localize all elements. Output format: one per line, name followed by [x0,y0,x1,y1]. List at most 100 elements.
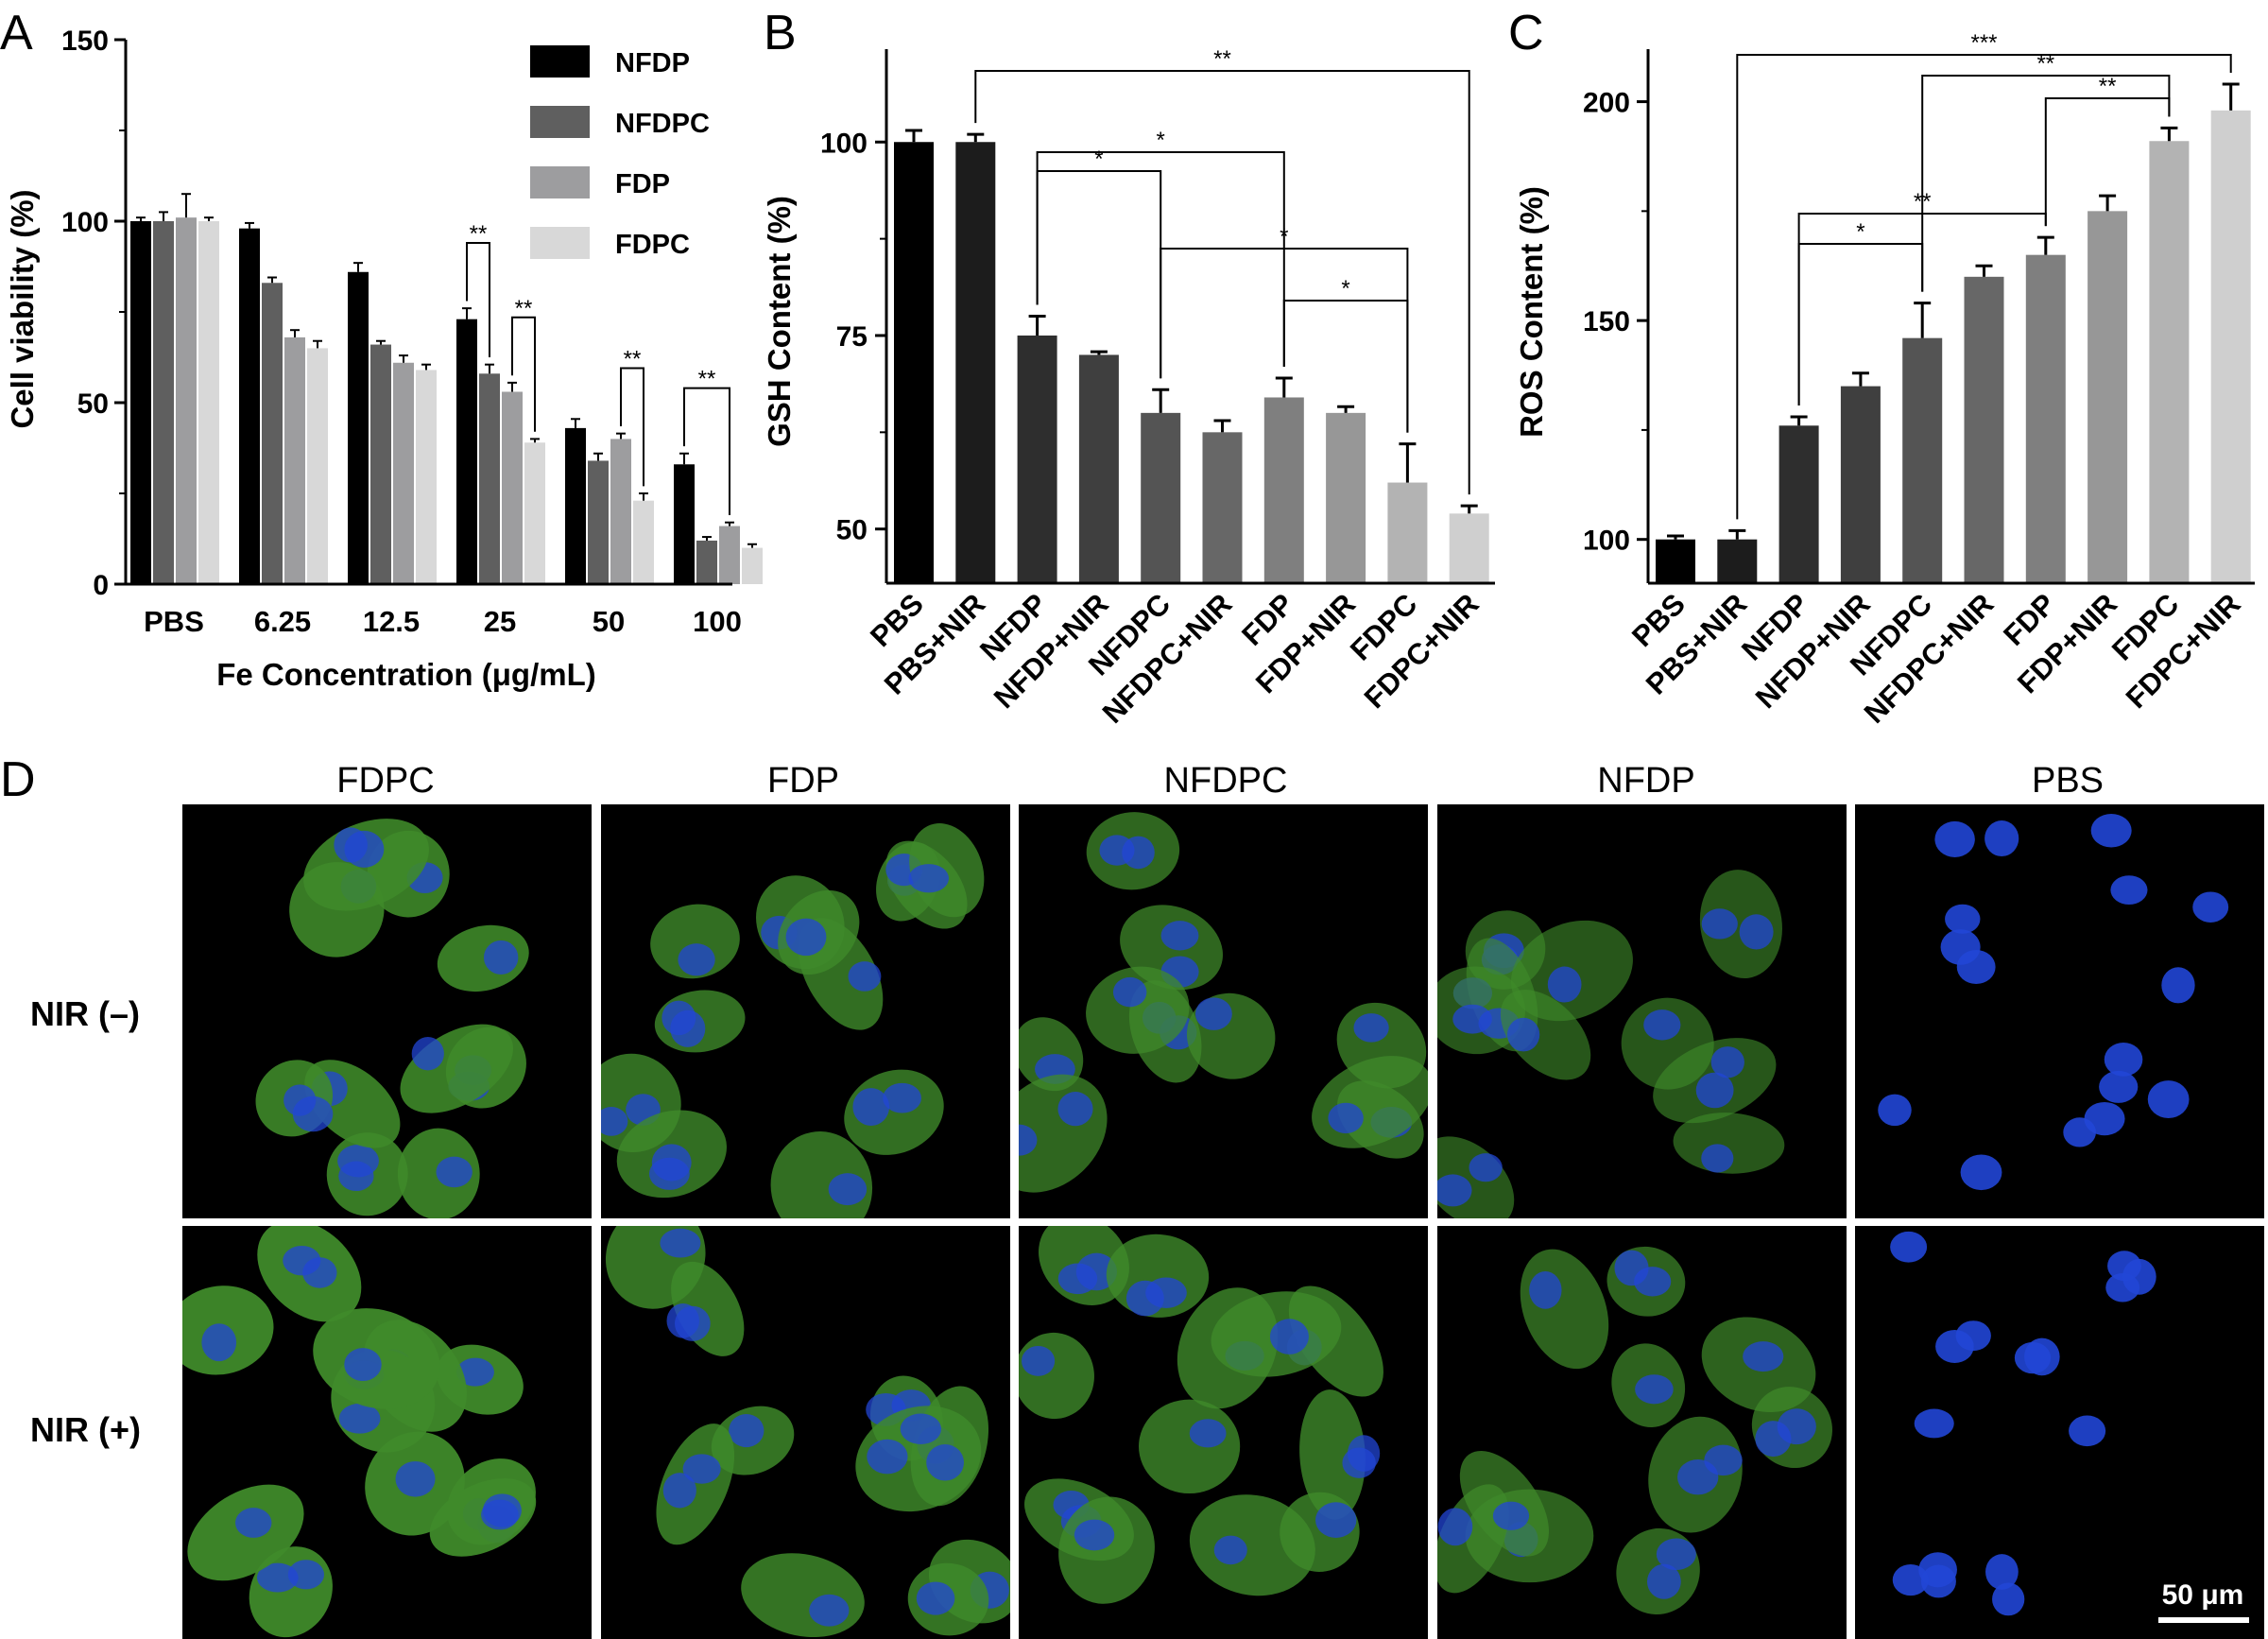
cell-nucleus [1269,1319,1309,1354]
bar-fdp-50 [610,439,631,584]
cell-nucleus [675,1305,711,1341]
cell-nucleus [900,1413,942,1444]
bar-nfdpc [1902,337,1943,583]
cell-nucleus [852,1088,890,1127]
column-title-fdp: FDP [767,761,839,801]
y-tick-label: 50 [77,388,109,420]
y-tick-label: 150 [1583,306,1630,337]
legend-swatch-nfdpc [530,106,590,138]
y-tick-label: 0 [93,570,109,601]
bar-fdpc-12.5 [416,370,437,584]
cell-nucleus [1145,1277,1187,1308]
cell-nucleus [1189,1419,1227,1448]
cell-nucleus [283,1245,321,1276]
bar-nfdpc-50 [588,460,609,584]
legend-label-nfdp: NFDP [615,48,690,78]
cell-nucleus [601,1107,628,1136]
bar-pbs-nir [1717,539,1758,583]
cell-nucleus [1960,1154,2002,1191]
cell-nucleus [1914,1408,1954,1439]
legend-label-fdp: FDP [615,169,670,199]
cell-nucleus [1878,1094,1912,1127]
cell-nucleus [1075,1252,1118,1291]
bar-nfdpc-12.5 [370,344,391,584]
significance-bracket [2044,97,2171,227]
cell-nucleus [1710,1046,1744,1078]
y-tick-label: 150 [61,26,109,57]
cell-nucleus [1945,904,1981,934]
significance-bracket [620,367,644,487]
bar-nfdp-nir [1078,354,1119,583]
scale-bar-label: 50 μm [2162,1579,2244,1611]
micrograph-fdpc-nir-minus [182,804,592,1218]
cell-nucleus [2110,875,2148,906]
bar-nfdp-PBS [130,221,151,584]
cell-nucleus [1194,997,1232,1030]
cell-nucleus [1892,1563,1929,1596]
significance-bracket [1282,300,1409,433]
cell-cytoplasm [909,823,985,918]
cell-nucleus [1019,1124,1038,1156]
micrograph-fdpc-nir-plus [182,1226,592,1639]
cell-nucleus [1935,1329,1974,1364]
legend-swatch-fdpc [530,227,590,259]
cell-nucleus [1021,1345,1056,1376]
significance-label: * [1341,276,1349,302]
column-title-nfdpc: NFDPC [1164,761,1288,801]
cell-cytoplasm [1139,1399,1241,1494]
column-title-fdpc: FDPC [336,761,434,801]
cell-nucleus [482,1493,522,1527]
y-tick-label: 100 [1583,526,1630,557]
significance-label: ** [624,347,642,372]
bar-fdpc [1387,482,1428,583]
cell-nucleus [848,961,882,992]
cell-nucleus [867,1439,908,1475]
chart-c-ylabel: ROS Content (%) [1514,186,1549,438]
cell-nucleus [1739,914,1774,950]
bar-pbs-nir [955,142,996,583]
cell-nucleus [2090,813,2132,848]
legend-swatch-fdp [530,166,590,198]
cell-nucleus [1701,908,1738,940]
scale-bar-box [2143,1574,2263,1626]
cell-nucleus [1643,1009,1681,1041]
cell-nucleus [660,1228,701,1258]
significance-label: ** [2099,74,2117,99]
cell-nucleus [201,1323,237,1362]
bar-nfdp [1778,425,1819,583]
cell-nucleus [411,1037,444,1071]
bar-fdpc-nir [1449,513,1489,583]
cell-nucleus [287,1560,325,1590]
bar-nfdp-nir [1840,386,1881,583]
bar-nfdpc-nir [1202,432,1243,583]
cell-nucleus [334,827,368,863]
bar-nfdpc [1141,412,1181,583]
significance-label: ** [698,367,716,392]
cell-nucleus [456,1357,494,1387]
bar-fdp [2025,254,2066,583]
chart-c-ros-content: PBSPBS+NIRNFDPNFDP+NIRNFDPCNFDPC+NIRFDPF… [1514,30,2255,730]
bar-nfdp-6.25 [239,228,260,584]
significance-label: * [1280,224,1288,250]
bar-fdpc-25 [524,442,545,584]
micrograph-pbs-nir-minus [1855,804,2264,1218]
chart-a-xlabel: Fe Concentration (μg/mL) [216,657,596,692]
cell-nucleus [1057,1092,1093,1127]
bar-nfdpc-6.25 [262,283,283,584]
bar-fdpc-50 [633,500,654,584]
micrograph-nfdpc-nir-plus [1019,1226,1428,1639]
cell-nucleus [235,1508,272,1538]
bar-fdpc-100 [742,547,763,584]
significance-label: ** [1213,46,1231,72]
cell-nucleus [1160,921,1199,951]
cell-nucleus [1956,950,1996,984]
chart-a-ylabel: Cell viability (%) [5,189,40,428]
cell-nucleus [1547,966,1582,1003]
significance-label: * [1094,147,1103,172]
chart-b-ylabel: GSH Content (%) [762,196,797,447]
panel-letter-c: C [1508,6,1544,60]
grid-divider [182,1220,2263,1224]
chart-b-gsh-content: PBSPBS+NIRNFDPNFDP+NIRNFDPCNFDPC+NIRFDPF… [762,46,1495,730]
cell-nucleus [2014,1341,2052,1374]
